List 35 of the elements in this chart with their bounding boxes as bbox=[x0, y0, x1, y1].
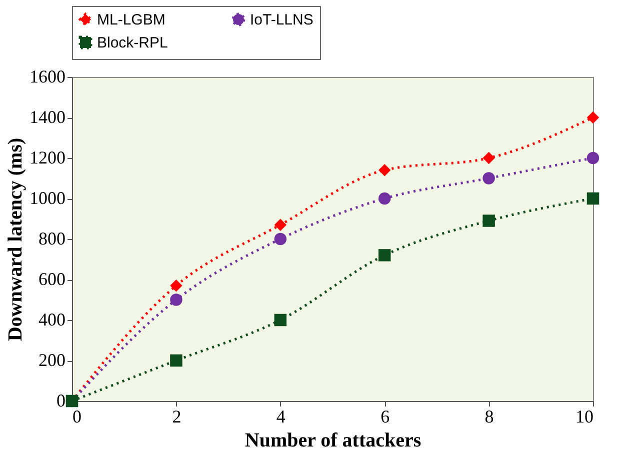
y-tick-label: 600 bbox=[38, 269, 66, 289]
legend-label: ML-LGBM bbox=[97, 12, 166, 29]
y-tick-label: 0 bbox=[56, 390, 66, 410]
point bbox=[378, 249, 391, 262]
y-tick-label: 1000 bbox=[30, 188, 66, 208]
point bbox=[170, 279, 182, 292]
x-axis-title: Number of attackers bbox=[244, 430, 422, 452]
point bbox=[378, 192, 391, 205]
point bbox=[274, 218, 287, 231]
point bbox=[482, 214, 495, 227]
point bbox=[586, 192, 600, 205]
point bbox=[482, 152, 495, 164]
x-tick-label: 10 bbox=[576, 406, 594, 426]
point bbox=[586, 152, 600, 164]
point bbox=[586, 111, 600, 124]
point bbox=[482, 172, 495, 184]
point bbox=[170, 294, 182, 306]
point bbox=[274, 232, 287, 246]
legend-label: Block-RPL bbox=[97, 34, 168, 52]
y-tick-label: 400 bbox=[38, 310, 66, 330]
point bbox=[274, 314, 287, 326]
y-tick-label: 1600 bbox=[30, 66, 66, 86]
y-tick-label: 800 bbox=[38, 228, 66, 248]
x-tick-label: 0 bbox=[72, 406, 82, 426]
x-tick-label: 8 bbox=[484, 406, 494, 426]
y-axis-title: Downward latency (ms) bbox=[4, 138, 26, 342]
y-tick-label: 200 bbox=[38, 350, 66, 370]
x-tick-label: 2 bbox=[172, 406, 182, 426]
legend-label: IoT-LLNS bbox=[250, 12, 314, 29]
point bbox=[170, 354, 182, 367]
point bbox=[378, 164, 391, 176]
x-tick-label: 4 bbox=[276, 406, 286, 426]
y-tick-label: 1200 bbox=[30, 148, 66, 168]
x-tick-label: 6 bbox=[380, 406, 390, 426]
y-tick-label: 1400 bbox=[30, 107, 66, 127]
